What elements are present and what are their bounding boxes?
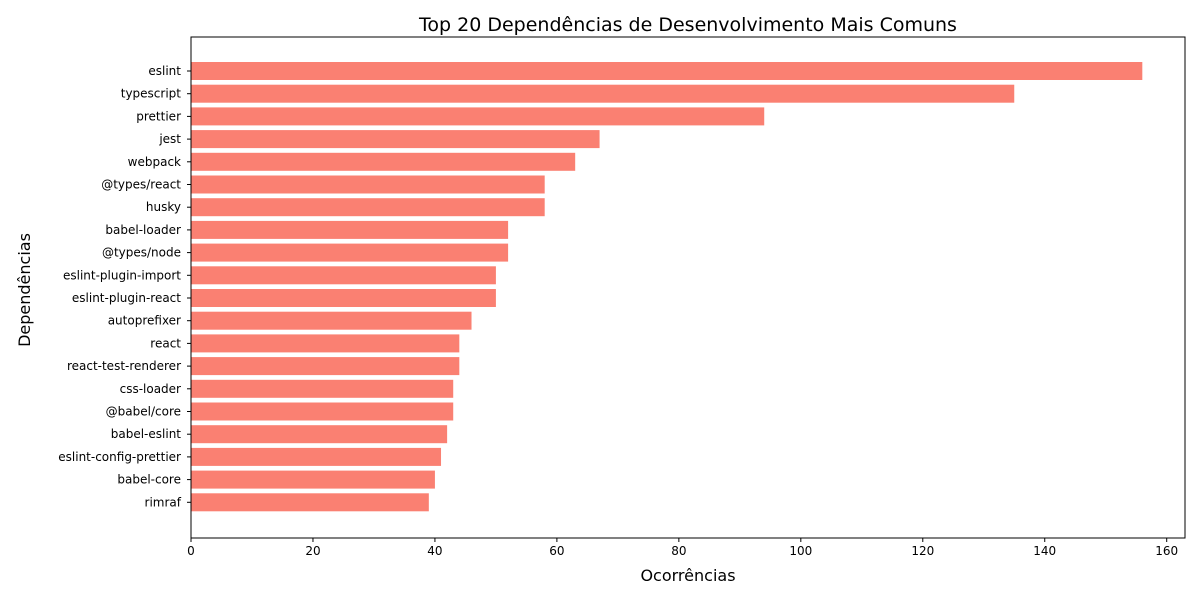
x-tick-label: 100: [789, 544, 812, 558]
y-tick-label: css-loader: [120, 382, 181, 396]
x-axis-title: Ocorrências: [640, 566, 735, 585]
y-tick-label: eslint-plugin-import: [63, 268, 181, 282]
y-tick-label: @babel/core: [106, 405, 181, 419]
y-tick-label: rimraf: [145, 495, 182, 509]
bar-6: [191, 198, 545, 217]
bar-10: [191, 289, 496, 307]
bar-8: [191, 243, 509, 262]
chart-title: Top 20 Dependências de Desenvolvimento M…: [418, 14, 957, 36]
x-tick-label: 140: [1033, 544, 1056, 558]
bar-3: [191, 130, 600, 149]
y-tick-label: react: [150, 336, 181, 350]
bar-7: [191, 220, 509, 239]
x-tick-label: 160: [1155, 544, 1178, 558]
x-tick-label: 0: [187, 544, 195, 558]
bar-13: [191, 357, 460, 376]
bar-4: [191, 152, 576, 171]
x-tick-label: 120: [911, 544, 934, 558]
y-tick-label: react-test-renderer: [67, 359, 181, 373]
y-tick-label: prettier: [136, 109, 181, 123]
y-axis-ticks: eslint typescript prettier jest webpack @type…: [58, 64, 191, 509]
y-tick-label: eslint: [148, 64, 181, 78]
bar-0: [191, 62, 1143, 80]
bar-16: [191, 425, 448, 444]
bar-12: [191, 334, 460, 353]
bar-5: [191, 175, 545, 194]
y-tick-label: husky: [146, 200, 181, 214]
x-axis-ticks: 0 20 40 60 80 100 120 140 160: [187, 538, 1178, 558]
bar-2: [191, 107, 765, 126]
bar-15: [191, 402, 454, 421]
y-tick-label: babel-loader: [105, 223, 181, 237]
y-tick-label: @types/react: [101, 178, 181, 192]
x-tick-label: 40: [427, 544, 442, 558]
y-tick-label: @types/node: [102, 246, 181, 260]
y-tick-label: babel-core: [117, 473, 181, 487]
plot-frame: [190, 36, 1186, 539]
bar-1: [191, 84, 1015, 103]
x-tick-label: 80: [671, 544, 686, 558]
bar-11: [191, 311, 472, 330]
y-axis-title: Dependências: [15, 233, 34, 347]
bar-17: [191, 447, 442, 466]
y-tick-label: webpack: [128, 155, 181, 169]
x-tick-label: 20: [305, 544, 320, 558]
bar-14: [191, 379, 454, 398]
bar-18: [191, 470, 435, 489]
x-tick-label: 60: [549, 544, 564, 558]
y-tick-label: autoprefixer: [108, 314, 181, 328]
bar-19: [191, 493, 429, 512]
y-tick-label: eslint-config-prettier: [58, 450, 181, 464]
bar-9: [191, 266, 496, 285]
y-tick-label: jest: [158, 132, 181, 146]
y-tick-label: eslint-plugin-react: [72, 291, 181, 305]
y-tick-label: typescript: [121, 87, 182, 101]
bars-layer: [191, 62, 1143, 512]
y-tick-label: babel-eslint: [111, 427, 182, 441]
